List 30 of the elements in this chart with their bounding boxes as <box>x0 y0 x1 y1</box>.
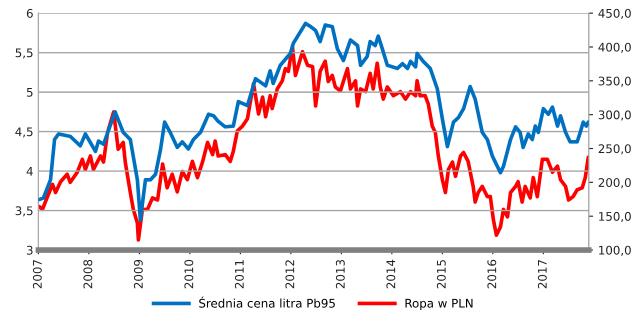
y2-tick-label: 400,0 <box>598 42 631 53</box>
y2-tick-label: 450,0 <box>598 8 631 20</box>
y-tick-label: 4 <box>26 166 33 176</box>
y-tick-label: 3 <box>26 246 33 255</box>
y2-tick-label: 300,0 <box>598 110 631 121</box>
x-tick-label: 2012 <box>285 260 294 288</box>
x-tick-label: 2016 <box>487 260 496 288</box>
y-tick-label: 3,5 <box>16 206 33 216</box>
x-tick-label: 2008 <box>83 260 92 288</box>
x-tick-label: 2017 <box>538 260 547 288</box>
x-tick-label: 2014 <box>386 260 396 288</box>
y-tick-label: 5,5 <box>16 48 33 58</box>
x-tick-label: 2011 <box>234 260 244 288</box>
y-tick-label: 4,5 <box>15 127 33 138</box>
legend-label: Średnia cena litra Pb95 <box>199 296 335 308</box>
y2-tick-label: 250,0 <box>598 144 631 154</box>
y2-tick-label: 150,0 <box>599 212 631 222</box>
line-series <box>38 44 589 242</box>
y-tick-label: 5 <box>26 88 33 97</box>
x-tick-label: 2010 <box>184 260 194 288</box>
line-series <box>38 22 589 222</box>
y2-tick-label: 100,0 <box>599 246 631 256</box>
legend-label: Ropa w PLN <box>406 298 472 310</box>
x-tick-label: 2007 <box>32 260 42 288</box>
x-tick-label: 2013 <box>336 260 345 288</box>
y2-tick-label: 200,0 <box>598 178 631 188</box>
y-tick-label: 6 <box>26 8 33 18</box>
x-tick-label: 2009 <box>134 260 143 288</box>
x-tick-label: 2015 <box>436 260 446 288</box>
y2-tick-label: 350,0 <box>598 76 631 87</box>
